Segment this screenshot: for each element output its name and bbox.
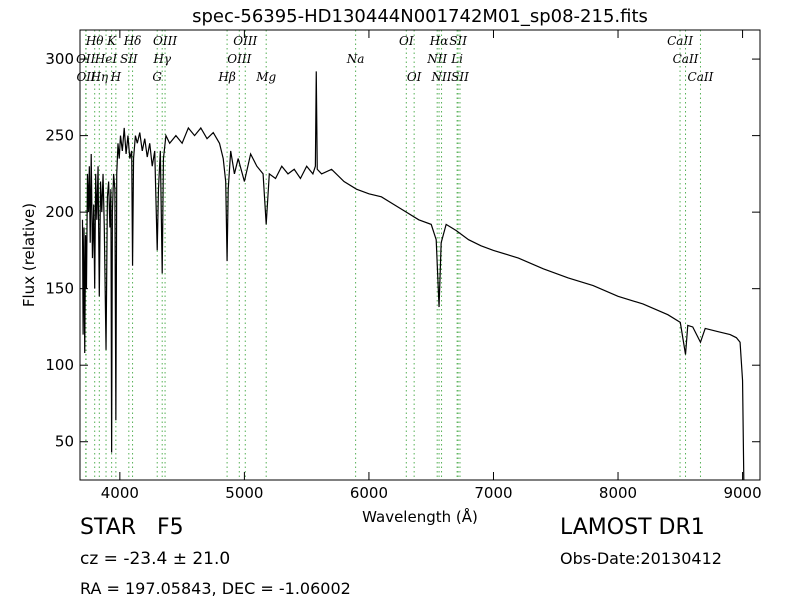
spectral-line-label: Hη bbox=[89, 70, 108, 84]
obs-date: Obs-Date:20130412 bbox=[560, 549, 722, 568]
spectral-line-label: Na bbox=[346, 52, 365, 66]
y-axis-label: Flux (relative) bbox=[20, 203, 38, 307]
x-tick-label: 8000 bbox=[599, 484, 637, 502]
spectrum-line bbox=[81, 71, 745, 480]
object-class: STAR bbox=[80, 515, 136, 540]
spectral-line-label: OIII bbox=[153, 34, 177, 48]
y-tick-label: 100 bbox=[45, 356, 74, 374]
x-tick-label: 6000 bbox=[350, 484, 388, 502]
survey: LAMOST DR1 bbox=[560, 515, 705, 540]
x-tick-label: 9000 bbox=[723, 484, 761, 502]
spectral-line-label: Hβ bbox=[217, 70, 235, 84]
plot-frame bbox=[79, 29, 761, 481]
chart-title: spec-56395-HD130444N001742M01_sp08-215.f… bbox=[192, 6, 648, 27]
spectral-line-label: OIII bbox=[233, 34, 257, 48]
spectral-line-label: CaII bbox=[667, 34, 693, 48]
y-tick-label: 200 bbox=[45, 203, 74, 221]
spectral-line-label: Mg bbox=[255, 70, 276, 84]
spectral-line-label: Hγ bbox=[152, 52, 171, 66]
x-tick-label: 5000 bbox=[225, 484, 263, 502]
coordinates: RA = 197.05843, DEC = -1.06002 bbox=[80, 579, 351, 598]
spectral-line-label: SII bbox=[120, 52, 138, 66]
spectral-line-label: K bbox=[106, 34, 117, 48]
y-tick-label: 300 bbox=[45, 50, 74, 68]
spectral-line-label: H bbox=[110, 70, 122, 84]
x-tick-label: 7000 bbox=[474, 484, 512, 502]
redshift: cz = -23.4 ± 21.0 bbox=[80, 549, 230, 569]
spectral-line-label: OI bbox=[399, 34, 414, 48]
y-tick-label: 50 bbox=[55, 433, 74, 451]
x-axis-label: Wavelength (Å) bbox=[362, 507, 478, 526]
spectral-line-label: SII bbox=[449, 34, 467, 48]
spectral-line-label: Li bbox=[450, 52, 463, 66]
spectral-line-label: NII bbox=[426, 52, 447, 66]
y-tick-label: 150 bbox=[45, 280, 74, 298]
spectral-line-label: HeI bbox=[94, 52, 118, 66]
y-tick-label: 250 bbox=[45, 127, 74, 145]
spectral-line-label: OI bbox=[407, 70, 422, 84]
spectral-line-label: G bbox=[152, 70, 162, 84]
spectral-line-label: OII bbox=[76, 70, 96, 84]
x-tick-label: 4000 bbox=[101, 484, 139, 502]
spectral-line-label: SII bbox=[451, 70, 469, 84]
spectral-line-label: Hα bbox=[429, 34, 449, 48]
spectral-line-label: NII bbox=[431, 70, 452, 84]
spectral-line-label: Hθ bbox=[85, 34, 104, 48]
subclass: F5 bbox=[157, 515, 184, 540]
spectral-line-label: CaII bbox=[688, 70, 714, 84]
spectral-line-label: OIII bbox=[227, 52, 251, 66]
spectral-line-label: CaII bbox=[673, 52, 699, 66]
spectral-line-label: Hδ bbox=[123, 34, 142, 48]
